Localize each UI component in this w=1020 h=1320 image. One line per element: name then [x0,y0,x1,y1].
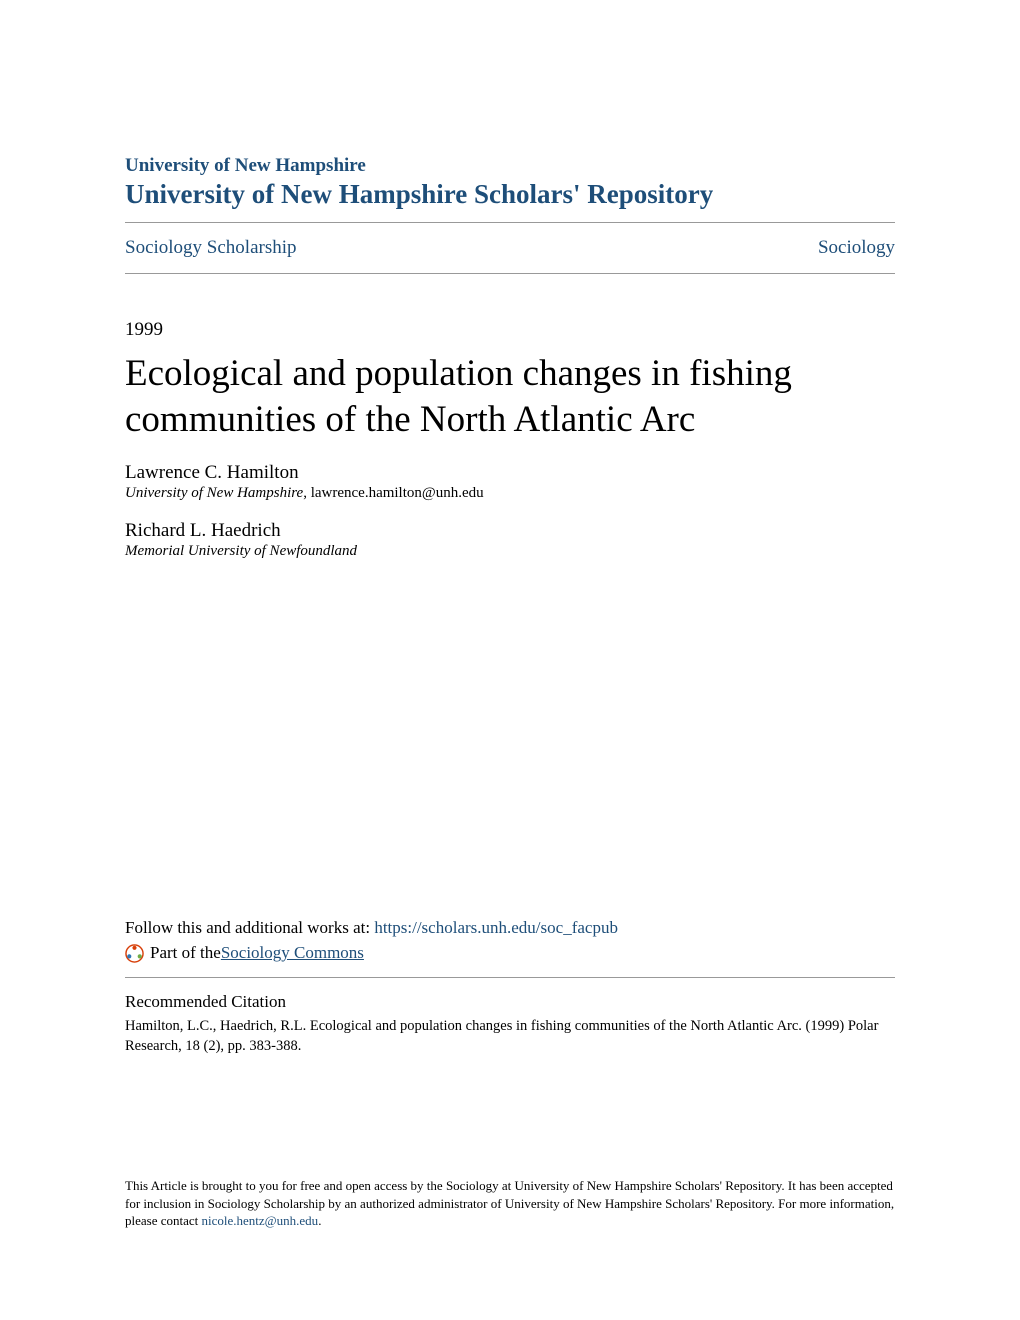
divider-citation [125,977,895,978]
breadcrumb-left-link[interactable]: Sociology Scholarship [125,237,297,259]
repository-name-link[interactable]: University of New Hampshire Scholars' Re… [125,179,895,210]
author-affiliation: University of New Hampshire, lawrence.ha… [125,485,895,502]
partof-prefix: Part of the [150,943,221,963]
partof-link[interactable]: Sociology Commons [221,943,364,963]
follow-url-link[interactable]: https://scholars.unh.edu/soc_facpub [374,918,618,937]
divider-breadcrumb [125,273,895,274]
author-name: Richard L. Haedrich [125,520,895,542]
university-name-link[interactable]: University of New Hampshire [125,155,895,177]
affiliation-institution: Memorial University of Newfoundland [125,543,357,559]
breadcrumb-right-link[interactable]: Sociology [818,237,895,259]
publication-year: 1999 [125,319,895,341]
paper-title: Ecological and population changes in fis… [125,351,895,444]
partof-row: Part of the Sociology Commons [125,943,895,963]
follow-section: Follow this and additional works at: htt… [125,918,895,1056]
citation-section: Recommended Citation Hamilton, L.C., Hae… [125,992,895,1056]
author-name: Lawrence C. Hamilton [125,462,895,484]
author-affiliation: Memorial University of Newfoundland [125,543,895,560]
header-block: University of New Hampshire University o… [125,155,895,210]
breadcrumb-row: Sociology Scholarship Sociology [125,223,895,273]
affiliation-email: , lawrence.hamilton@unh.edu [303,485,483,501]
author-block-1: Lawrence C. Hamilton University of New H… [125,462,895,502]
follow-label: Follow this and additional works at: [125,918,374,937]
footer-text-after: . [318,1213,321,1228]
footer-text: This Article is brought to you for free … [125,1177,895,1230]
network-icon [125,944,144,963]
follow-text-row: Follow this and additional works at: htt… [125,918,895,938]
citation-heading: Recommended Citation [125,992,895,1012]
author-block-2: Richard L. Haedrich Memorial University … [125,520,895,560]
citation-text: Hamilton, L.C., Haedrich, R.L. Ecologica… [125,1017,895,1056]
affiliation-institution: University of New Hampshire [125,485,303,501]
footer-email-link[interactable]: nicole.hentz@unh.edu [202,1213,319,1228]
